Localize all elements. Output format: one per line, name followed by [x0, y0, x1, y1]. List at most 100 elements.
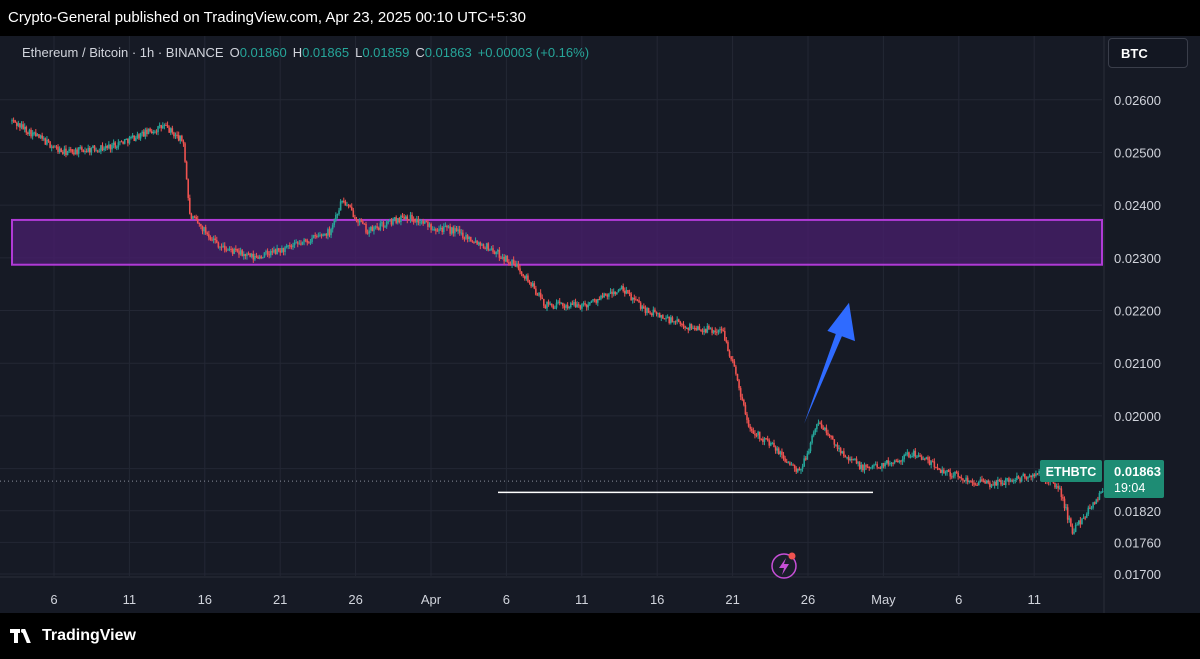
candle-body-569 — [914, 450, 917, 457]
candle-body-639 — [1025, 477, 1028, 479]
candle-body-311 — [504, 255, 507, 262]
candle-body-179 — [295, 242, 297, 244]
candle-body-269 — [438, 229, 440, 232]
candle-body-595 — [955, 472, 958, 474]
candle-body-478 — [770, 443, 772, 446]
candle-body-408 — [658, 313, 661, 318]
candle-body-436 — [703, 329, 705, 332]
candle-body-568 — [912, 450, 915, 457]
candle-body-490 — [789, 462, 791, 465]
candle-body-64 — [112, 142, 115, 146]
candle-body-302 — [490, 248, 493, 250]
tradingview-logo[interactable]: TradingView — [10, 626, 136, 646]
candle-body-331 — [536, 294, 539, 296]
candle-body-346 — [560, 302, 563, 304]
candle-body-574 — [922, 458, 925, 460]
candle-body-59 — [104, 145, 107, 149]
y-tick-label-3: 0.02300 — [1114, 251, 1161, 266]
candle-body-60 — [106, 145, 109, 148]
candle-body-545 — [876, 464, 878, 468]
candle-body-368 — [595, 299, 597, 303]
candle-body-443 — [714, 330, 717, 332]
candle-body-34 — [65, 148, 67, 156]
candle-body-246 — [401, 215, 404, 217]
candle-body-366 — [592, 299, 594, 301]
candle-body-354 — [573, 302, 575, 305]
candle-body-446 — [719, 329, 721, 331]
candle-body-292 — [474, 240, 477, 243]
x-tick-label-8: 16 — [650, 592, 664, 607]
lightning-badge[interactable] — [771, 552, 797, 579]
candle-body-228 — [373, 227, 375, 232]
candle-body-593 — [952, 475, 955, 477]
candle-body-378 — [611, 291, 613, 295]
x-tick-label-0: 6 — [50, 592, 57, 607]
candle-body-612 — [982, 481, 985, 483]
candle-body-197 — [323, 233, 326, 235]
candle-body-572 — [919, 455, 921, 457]
y-tick-label-9: 0.01760 — [1114, 535, 1161, 550]
candle-body-255 — [416, 218, 418, 223]
candle-body-252 — [411, 214, 413, 220]
chart-area[interactable]: 0.02600 0.02500 0.02400 0.02300 0.02200 0.021… — [0, 36, 1200, 613]
candle-body-603 — [968, 480, 971, 482]
candle-body-462 — [744, 404, 747, 415]
candle-body-74 — [128, 137, 131, 144]
candle-body-47 — [85, 151, 88, 153]
candle-body-318 — [516, 263, 518, 267]
candle-body-271 — [441, 227, 444, 233]
candle-body-359 — [581, 303, 583, 309]
candle-body-272 — [443, 226, 445, 233]
candle-body-672 — [1078, 520, 1080, 525]
candle-body-596 — [957, 473, 959, 477]
candle-body-576 — [925, 457, 928, 460]
candle-body-57 — [101, 145, 104, 151]
candle-body-587 — [943, 469, 945, 473]
candle-body-8 — [23, 126, 26, 130]
candle-body-539 — [866, 466, 869, 468]
candle-body-536 — [862, 465, 864, 471]
candle-body-22 — [46, 139, 48, 145]
candle-body-273 — [444, 225, 447, 227]
candle-body-398 — [643, 306, 645, 309]
candle-body-121 — [203, 227, 205, 232]
candle-body-62 — [109, 144, 112, 150]
candle-body-533 — [857, 462, 859, 464]
candle-body-94 — [160, 125, 163, 129]
candle-body-139 — [231, 249, 234, 254]
candle-body-295 — [479, 242, 482, 246]
candle-body-263 — [428, 224, 431, 227]
candle-body-401 — [647, 307, 650, 313]
candle-body-314 — [509, 264, 512, 266]
notification-dot — [788, 552, 796, 560]
candle-body-567 — [911, 456, 913, 458]
candle-body-645 — [1035, 473, 1037, 477]
candle-body-559 — [898, 460, 901, 463]
candle-body-106 — [179, 135, 182, 141]
candle-body-3 — [15, 122, 18, 126]
candle-body-131 — [219, 246, 221, 248]
candle-body-233 — [381, 222, 383, 224]
candle-body-265 — [431, 229, 434, 231]
candle-body-391 — [631, 297, 634, 301]
candle-body-390 — [630, 293, 632, 301]
candle-body-317 — [514, 263, 517, 267]
price-chart[interactable]: 0.02600 0.02500 0.02400 0.02300 0.02200 0.021… — [0, 36, 1200, 613]
candle-body-439 — [708, 325, 710, 329]
candle-body-369 — [596, 299, 599, 303]
candle-body-48 — [87, 147, 89, 152]
candle-body-665 — [1066, 507, 1069, 520]
candle-body-562 — [903, 454, 905, 460]
candle-body-187 — [308, 242, 310, 244]
candle-body-506 — [814, 429, 817, 433]
candle-body-629 — [1009, 480, 1012, 482]
candle-body-570 — [916, 456, 918, 458]
candle-body-236 — [385, 221, 388, 227]
candle-body-393 — [635, 299, 637, 301]
currency-button[interactable]: BTC — [1108, 38, 1188, 68]
candle-body-262 — [427, 221, 429, 227]
candle-body-406 — [655, 311, 658, 315]
candle-body-614 — [985, 480, 988, 484]
candle-body-287 — [466, 235, 469, 240]
candle-body-38 — [71, 149, 74, 153]
